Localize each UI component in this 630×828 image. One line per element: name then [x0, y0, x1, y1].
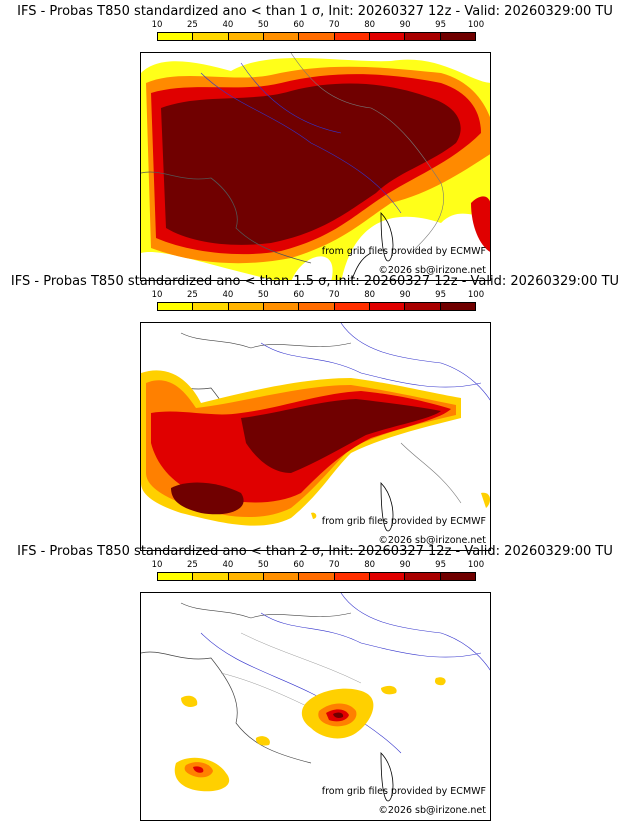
colorbar-swatch [405, 573, 441, 580]
colorbar-tick: 10 [151, 560, 163, 570]
colorbar-tick: 90 [399, 290, 411, 300]
colorbar-swatch [228, 33, 264, 40]
colorbar-swatch [158, 33, 194, 40]
colorbar-swatch [369, 33, 406, 40]
colorbar-tick: 50 [257, 560, 269, 570]
copyright-note: ©2026 sb@irizone.net [378, 535, 486, 546]
colorbar-tick: 60 [293, 290, 305, 300]
colorbar: 10 25 40 50 60 70 80 90 95 100 [152, 290, 485, 312]
colorbar-tick: 60 [293, 20, 305, 30]
panel-title: IFS - Probas T850 standardized ano < tha… [10, 274, 620, 289]
colorbar-swatch [299, 573, 335, 580]
colorbar-swatches [157, 572, 476, 581]
panel-title: IFS - Probas T850 standardized ano < tha… [17, 544, 613, 559]
colorbar-swatch [193, 573, 229, 580]
colorbar-tick: 70 [328, 20, 340, 30]
colorbar: 10 25 40 50 60 70 80 90 95 100 [152, 560, 485, 582]
colorbar-swatch [440, 303, 475, 310]
colorbar-tick: 100 [467, 20, 485, 30]
colorbar-swatch [228, 573, 264, 580]
colorbar-labels: 10 25 40 50 60 70 80 90 95 100 [152, 20, 485, 31]
colorbar-swatch [405, 303, 441, 310]
colorbar-labels: 10 25 40 50 60 70 80 90 95 100 [152, 560, 485, 571]
colorbar-swatch [334, 303, 370, 310]
panel-1sigma: IFS - Probas T850 standardized ano < tha… [0, 4, 630, 281]
probability-map: from grib files provided by ECMWF ©2026 … [140, 52, 491, 281]
colorbar-labels: 10 25 40 50 60 70 80 90 95 100 [152, 290, 485, 301]
colorbar-swatches [157, 32, 476, 41]
colorbar-tick: 80 [364, 20, 376, 30]
colorbar-swatch [263, 573, 300, 580]
colorbar-swatch [369, 303, 406, 310]
probability-map: from grib files provided by ECMWF ©2026 … [140, 322, 491, 551]
colorbar-tick: 80 [364, 560, 376, 570]
colorbar-swatch [405, 33, 441, 40]
colorbar-swatch [228, 303, 264, 310]
colorbar-swatch [263, 33, 300, 40]
colorbar-tick: 40 [222, 560, 234, 570]
map-graphic [141, 593, 490, 802]
colorbar-tick: 10 [151, 290, 163, 300]
colorbar-swatch [334, 33, 370, 40]
colorbar-swatch [299, 33, 335, 40]
colorbar-swatch [193, 303, 229, 310]
colorbar-tick: 100 [467, 290, 485, 300]
source-note: from grib files provided by ECMWF [321, 246, 486, 257]
colorbar-swatch [158, 573, 194, 580]
colorbar-swatch [440, 33, 475, 40]
colorbar-tick: 95 [435, 20, 447, 30]
colorbar-swatch [369, 573, 406, 580]
panel-1-5sigma: IFS - Probas T850 standardized ano < tha… [0, 274, 630, 551]
map-graphic [141, 53, 490, 280]
colorbar-tick: 10 [151, 20, 163, 30]
colorbar-swatch [440, 573, 475, 580]
colorbar-swatches [157, 302, 476, 311]
map-graphic [141, 323, 490, 532]
colorbar-swatch [263, 303, 300, 310]
panel-title: IFS - Probas T850 standardized ano < tha… [17, 4, 613, 19]
copyright-note: ©2026 sb@irizone.net [378, 805, 486, 816]
colorbar-tick: 100 [467, 560, 485, 570]
source-note: from grib files provided by ECMWF [321, 516, 486, 527]
colorbar-tick: 25 [186, 20, 198, 30]
colorbar-tick: 25 [186, 560, 198, 570]
colorbar-tick: 90 [399, 20, 411, 30]
colorbar-tick: 70 [328, 560, 340, 570]
colorbar-swatch [334, 573, 370, 580]
colorbar-swatch [158, 303, 194, 310]
panel-2sigma: IFS - Probas T850 standardized ano < tha… [0, 544, 630, 821]
colorbar-tick: 95 [435, 290, 447, 300]
colorbar-tick: 25 [186, 290, 198, 300]
source-note: from grib files provided by ECMWF [321, 786, 486, 797]
colorbar-swatch [193, 33, 229, 40]
colorbar-tick: 95 [435, 560, 447, 570]
colorbar-tick: 40 [222, 20, 234, 30]
copyright-note: ©2026 sb@irizone.net [378, 265, 486, 276]
colorbar-tick: 50 [257, 290, 269, 300]
colorbar-tick: 80 [364, 290, 376, 300]
colorbar-tick: 60 [293, 560, 305, 570]
colorbar-swatch [299, 303, 335, 310]
colorbar: 10 25 40 50 60 70 80 90 95 100 [152, 20, 485, 42]
probability-map: from grib files provided by ECMWF ©2026 … [140, 592, 491, 821]
colorbar-tick: 90 [399, 560, 411, 570]
colorbar-tick: 70 [328, 290, 340, 300]
colorbar-tick: 40 [222, 290, 234, 300]
colorbar-tick: 50 [257, 20, 269, 30]
